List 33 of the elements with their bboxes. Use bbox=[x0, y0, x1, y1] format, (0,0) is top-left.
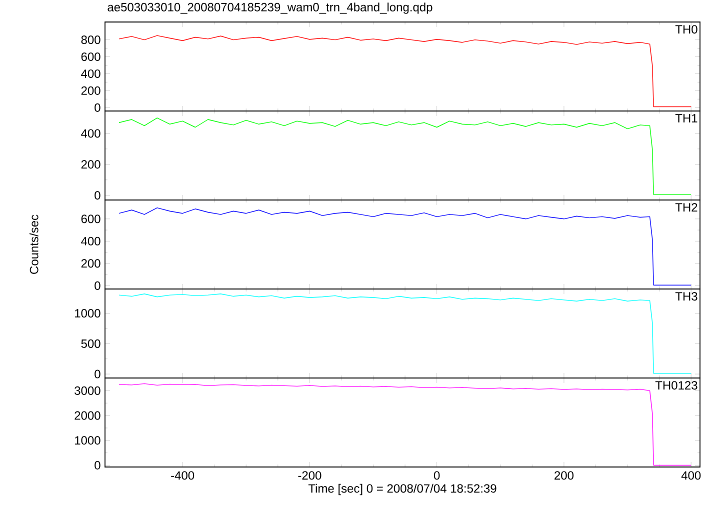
y-tick-label: 200 bbox=[81, 160, 100, 169]
y-tick-label: 1000 bbox=[75, 436, 100, 445]
y-tick-label: 0 bbox=[94, 191, 100, 200]
y-tick-label: 3000 bbox=[74, 386, 100, 395]
y-tick-label: 200 bbox=[81, 86, 100, 95]
series-label: TH0123 bbox=[655, 381, 698, 390]
text: TH0 bbox=[675, 25, 698, 34]
x-tick-label: -400 bbox=[171, 471, 194, 480]
text: TH3 bbox=[675, 292, 698, 301]
y-tick-label: 0 bbox=[94, 461, 100, 470]
x-axis-title: Time [sec] 0 = 2008/07/04 18:52:39 bbox=[308, 484, 496, 496]
y-tick-label: 1000 bbox=[75, 309, 100, 318]
chart-title: ae503033010_20080704185239_wam0_trn_4band_long.qdp bbox=[108, 2, 432, 14]
text: TH2 bbox=[675, 203, 698, 212]
text: TH1 bbox=[675, 114, 698, 122]
x-tick-label: 400 bbox=[681, 471, 701, 480]
y-tick-label: 800 bbox=[81, 36, 100, 44]
x-tick-label: -200 bbox=[298, 471, 322, 480]
x-tick-label: 0 bbox=[434, 471, 440, 480]
y-tick-label: 400 bbox=[81, 129, 100, 138]
y-tick-label: 0 bbox=[94, 370, 100, 378]
y-tick-label: 600 bbox=[81, 214, 100, 224]
x-tick-label: 200 bbox=[554, 471, 574, 480]
y-tick-label: 400 bbox=[81, 69, 100, 78]
y-tick-label: 400 bbox=[81, 236, 100, 246]
y-tick-label: 0 bbox=[94, 281, 100, 290]
y-tick-label: 200 bbox=[81, 259, 100, 268]
y-tick-label: 2000 bbox=[74, 411, 100, 420]
y-tick-label: 0 bbox=[94, 103, 100, 112]
y-tick-label: 500 bbox=[81, 339, 100, 348]
y-axis-title: Counts/sec bbox=[30, 214, 38, 274]
y-tick-label: 600 bbox=[81, 52, 100, 61]
line-series bbox=[118, 35, 692, 108]
